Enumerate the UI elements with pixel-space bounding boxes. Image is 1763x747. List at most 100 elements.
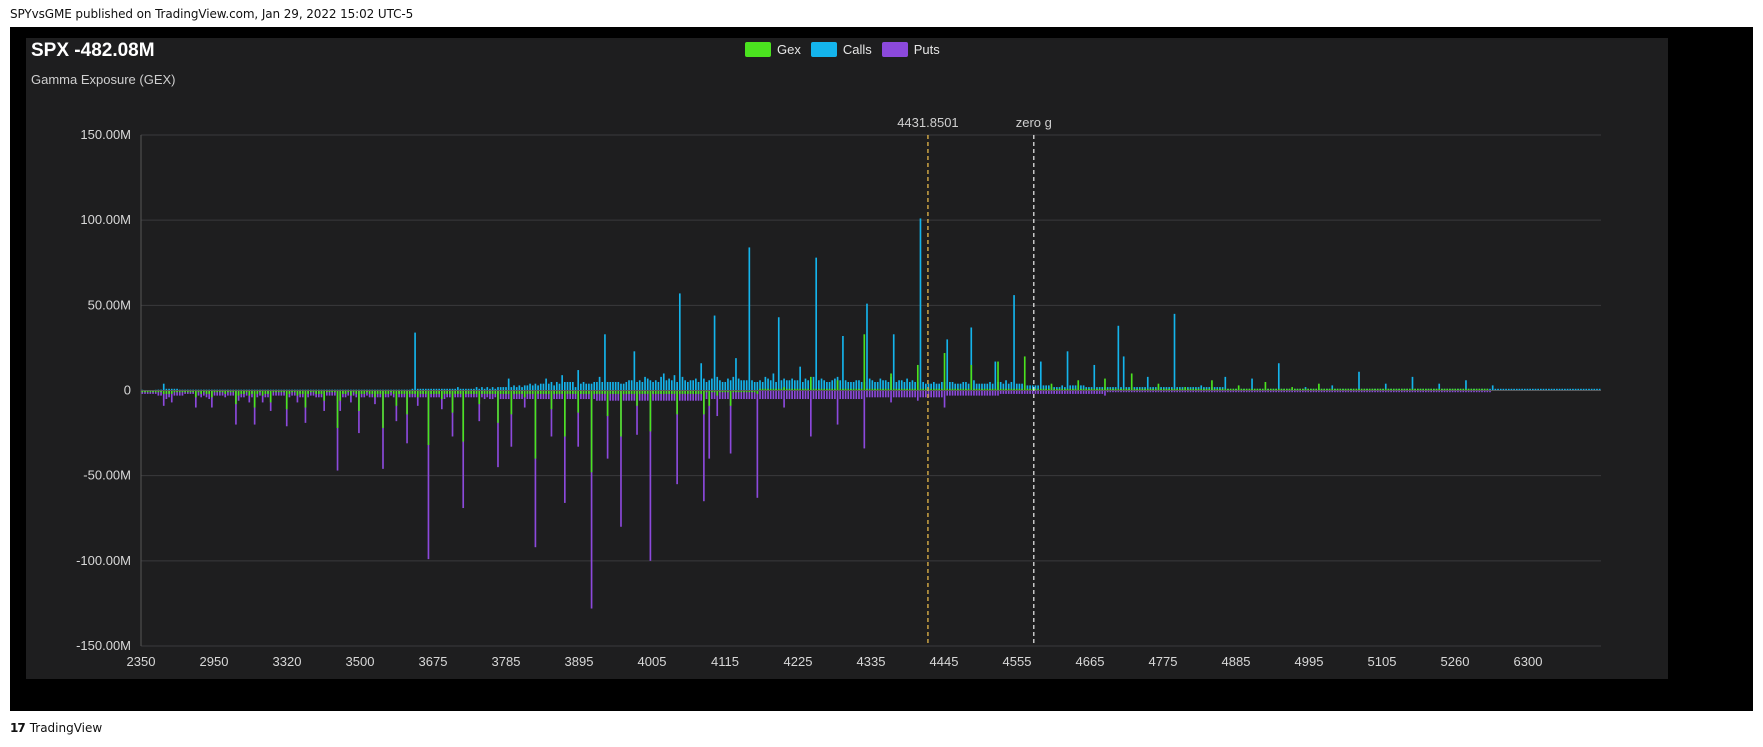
- bar-gex: [328, 390, 331, 393]
- bar-gex: [569, 390, 572, 394]
- bar-gex: [1451, 388, 1454, 391]
- bar-gex: [376, 390, 379, 394]
- bar-gex: [1264, 381, 1267, 391]
- bar-gex: [1157, 383, 1160, 391]
- bar-gex: [831, 388, 834, 391]
- y-tick-label: 150.00M: [80, 127, 131, 142]
- bar-gex: [1475, 388, 1478, 391]
- footer-brand[interactable]: TradingView: [29, 721, 103, 735]
- bar-calls: [505, 387, 507, 391]
- bar-puts: [1088, 390, 1090, 394]
- bar-puts: [588, 390, 590, 400]
- bar-calls: [879, 378, 882, 391]
- bar-puts: [975, 390, 978, 396]
- bar-puts: [876, 390, 879, 398]
- bar-gex: [400, 390, 403, 394]
- bar-puts: [989, 390, 991, 396]
- legend-item-gex[interactable]: Gex: [745, 42, 801, 57]
- bar-puts: [1130, 390, 1133, 393]
- bar-calls: [1572, 388, 1574, 391]
- bar-calls: [539, 383, 542, 391]
- y-tick-label: 50.00M: [88, 297, 131, 312]
- bar-gex: [457, 390, 459, 394]
- bar-gex: [660, 390, 662, 394]
- bar-gex: [539, 390, 542, 394]
- bar-gex: [1165, 388, 1168, 391]
- bar-puts: [654, 390, 657, 401]
- bar-calls: [1598, 388, 1601, 391]
- bar-gex: [1098, 388, 1101, 391]
- bar-calls: [1069, 385, 1072, 391]
- bar-gex: [588, 390, 590, 394]
- bar-gex: [933, 388, 935, 391]
- bar-puts: [860, 390, 863, 400]
- bar-calls: [914, 381, 916, 391]
- bar-calls: [644, 376, 646, 391]
- bar-gex: [293, 390, 296, 393]
- bar-gex: [898, 388, 900, 391]
- bar-puts: [818, 390, 820, 400]
- bar-puts: [261, 390, 264, 403]
- bar-gex: [269, 390, 272, 403]
- bar-puts: [1146, 390, 1149, 393]
- bar-gex: [462, 390, 465, 442]
- bar-puts: [232, 390, 235, 396]
- bar-gex: [1366, 388, 1368, 391]
- bar-gex: [740, 390, 743, 393]
- bar-puts: [213, 390, 216, 396]
- legend-item-puts[interactable]: Puts: [881, 42, 940, 57]
- tradingview-logo-icon[interactable]: 17: [10, 721, 26, 735]
- bar-gex: [892, 388, 895, 391]
- bar-gex: [681, 390, 684, 394]
- bar-gex: [828, 388, 831, 391]
- bar-gex: [363, 390, 366, 394]
- bar-puts: [203, 390, 205, 396]
- bar-gex: [834, 388, 836, 391]
- legend-item-calls[interactable]: Calls: [810, 42, 872, 57]
- bar-gex: [1219, 388, 1221, 391]
- bar-puts: [275, 390, 277, 396]
- bar-puts: [826, 390, 828, 400]
- bar-puts: [1213, 390, 1216, 393]
- bar-puts: [534, 390, 537, 548]
- bar-puts: [1253, 390, 1256, 393]
- bar-puts: [1245, 390, 1248, 393]
- bar-puts: [713, 390, 716, 400]
- bar-calls: [491, 387, 494, 391]
- bar-gex: [1117, 388, 1120, 391]
- bar-calls: [775, 381, 777, 391]
- bar-puts: [628, 390, 630, 401]
- bar-calls: [507, 378, 510, 391]
- bar-puts: [518, 390, 521, 400]
- bar-gex: [767, 388, 769, 391]
- bar-gex: [205, 390, 208, 394]
- bar-puts: [882, 390, 884, 398]
- bar-gex: [432, 390, 435, 394]
- bar-gex: [454, 390, 457, 394]
- bar-gex: [307, 390, 309, 394]
- bar-puts: [601, 390, 604, 401]
- bar-gex: [374, 390, 376, 398]
- bar-calls: [446, 388, 449, 391]
- bar-puts: [842, 390, 844, 400]
- bar-calls: [1590, 388, 1593, 391]
- bar-puts: [748, 390, 751, 400]
- bar-puts: [1045, 390, 1047, 394]
- bar-puts: [676, 390, 678, 485]
- bar-gex: [203, 390, 205, 393]
- bar-puts: [820, 390, 823, 400]
- bar-gex: [1128, 388, 1130, 391]
- bar-calls: [563, 381, 566, 391]
- bar-gex: [416, 390, 419, 398]
- bar-puts: [1219, 390, 1221, 393]
- bar-puts: [759, 390, 761, 400]
- bar-puts: [649, 390, 652, 561]
- bar-gex: [585, 390, 588, 394]
- bar-gex: [449, 390, 451, 394]
- bar-gex: [526, 390, 529, 394]
- bar-calls: [1066, 351, 1069, 391]
- bar-calls: [668, 378, 670, 391]
- bar-gex: [871, 388, 874, 391]
- bar-calls: [1080, 385, 1082, 391]
- bar-calls: [470, 388, 473, 391]
